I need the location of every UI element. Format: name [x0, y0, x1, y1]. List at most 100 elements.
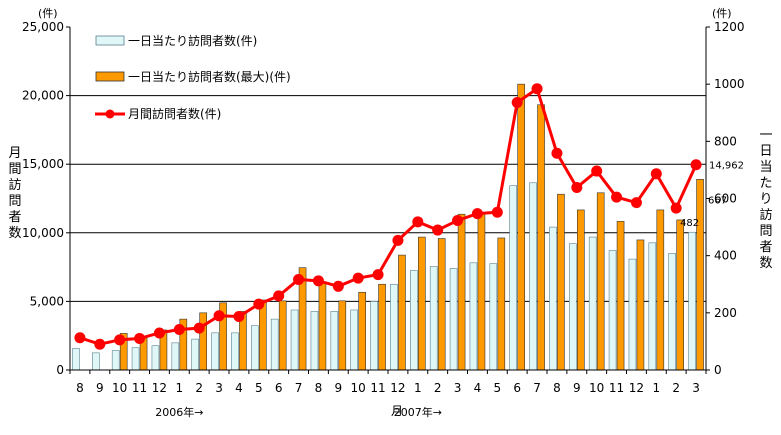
bar-daily-max-visitors	[477, 213, 486, 371]
x-tick-label: 3	[454, 381, 462, 395]
line-point-monthly-visitors	[273, 290, 285, 302]
bar-daily-visitors	[191, 338, 199, 371]
line-point-monthly-visitors	[293, 273, 305, 285]
bar-daily-max-visitors	[616, 221, 625, 371]
right-tick-label: 800	[714, 134, 737, 148]
x-tick-label: 1	[652, 381, 660, 395]
left-tick-label: 20,000	[22, 89, 64, 103]
line-point-monthly-visitors	[332, 280, 344, 292]
legend-label-monthly: 月間訪問者数(件)	[128, 106, 221, 121]
bar-daily-visitors	[688, 231, 696, 371]
x-tick-label: 2	[672, 381, 680, 395]
bar-daily-max-visitors	[278, 300, 287, 371]
line-point-monthly-visitors	[630, 197, 642, 209]
line-point-monthly-visitors	[670, 202, 682, 214]
line-point-monthly-visitors	[392, 234, 404, 246]
left-axis-label: 月間訪問者数	[8, 146, 22, 241]
legend-swatch-daily	[95, 35, 125, 46]
x-tick-label: 9	[334, 381, 342, 395]
x-tick-label: 3	[692, 381, 700, 395]
right-axis-label: 一日当たり訪問者数	[759, 128, 773, 271]
line-series	[74, 83, 702, 350]
bar-daily-max-visitors	[577, 209, 585, 371]
bar-daily-visitors	[489, 263, 498, 371]
legend-marker-monthly	[105, 109, 115, 119]
bar-daily-visitors	[370, 301, 378, 371]
bar-daily-max-visitors	[596, 192, 605, 371]
line-point-monthly-visitors	[471, 208, 483, 220]
x-tick-label: 12	[152, 381, 167, 395]
x-tick-label: 1	[414, 381, 422, 395]
annotation-monthly-last: 14,962	[709, 161, 744, 172]
x-tick-label: 12	[390, 381, 405, 395]
bar-daily-visitors	[151, 345, 160, 371]
line-point-monthly-visitors	[94, 338, 106, 350]
bar-daily-max-visitors	[497, 237, 506, 371]
x-tick-label: 10	[112, 381, 127, 395]
x-tick-label: 5	[493, 381, 501, 395]
x-tick-label: 2	[195, 381, 203, 395]
right-tick-label: 200	[714, 306, 737, 320]
x-tick-label: 11	[609, 381, 624, 395]
x-tick-label: 5	[255, 381, 263, 395]
bar-daily-visitors	[648, 242, 657, 371]
bar-daily-max-visitors	[517, 83, 525, 371]
x-tick-label: 4	[474, 381, 482, 395]
bar-daily-visitors	[588, 236, 597, 371]
x-axis-label: 月	[391, 404, 403, 418]
left-tick-label: 15,000	[22, 157, 64, 171]
axes: 0 5,000 10,000 15,000 20,000 25,000 0 200 400 600…	[22, 20, 745, 419]
x-tick-label: 8	[315, 381, 323, 395]
x-tick-label: 11	[132, 381, 147, 395]
bar-daily-visitors	[668, 253, 676, 371]
bar-daily-max-visitors	[537, 104, 545, 371]
line-point-monthly-visitors	[233, 310, 245, 322]
x-tick-label: 6	[275, 381, 283, 395]
x-tick-label: 9	[96, 381, 104, 395]
line-point-monthly-visitors	[412, 216, 424, 228]
bar-daily-visitors	[569, 243, 577, 371]
bar-daily-max-visitors	[318, 282, 327, 371]
line-point-monthly-visitors	[372, 269, 384, 281]
bar-daily-visitors	[509, 185, 517, 371]
year-label: 2007年→	[394, 405, 442, 419]
bars	[72, 83, 704, 371]
bar-daily-visitors	[111, 350, 120, 371]
x-tick-label: 11	[370, 381, 385, 395]
left-tick-label: 10,000	[22, 226, 64, 240]
x-tick-label: 7	[295, 381, 303, 395]
bar-daily-visitors	[171, 342, 180, 371]
legend-label-max: 一日当たり訪問者数(最大)(件)	[128, 69, 291, 84]
line-point-monthly-visitors	[531, 83, 543, 95]
bar-daily-max-visitors	[199, 312, 207, 371]
x-tick-label: 10	[589, 381, 604, 395]
legend: 一日当たり訪問者数(件) 一日当たり訪問者数(最大)(件) 月間訪問者数(件)	[95, 33, 291, 121]
bar-daily-visitors	[529, 182, 537, 371]
line-point-monthly-visitors	[511, 96, 523, 108]
line-point-monthly-visitors	[611, 191, 623, 203]
line-point-monthly-visitors	[690, 159, 702, 171]
bar-daily-visitors	[350, 309, 358, 371]
left-axis-unit: (件)	[38, 7, 58, 20]
bar-daily-max-visitors	[378, 283, 386, 371]
bar-daily-visitors	[410, 270, 418, 371]
bar-daily-visitors	[608, 250, 617, 371]
x-tick-label: 9	[573, 381, 581, 395]
year-label: 2006年→	[155, 405, 203, 419]
line-point-monthly-visitors	[74, 332, 86, 344]
right-tick-label: 1200	[714, 20, 745, 34]
left-tick-label: 0	[56, 363, 64, 377]
bar-daily-visitors	[628, 258, 637, 371]
bar-daily-visitors	[231, 332, 239, 371]
line-point-monthly-visitors	[253, 298, 265, 310]
bar-daily-max-visitors	[457, 213, 466, 371]
x-tick-label: 1	[175, 381, 183, 395]
line-point-monthly-visitors	[193, 322, 205, 334]
bar-daily-max-visitors	[398, 254, 406, 371]
line-point-monthly-visitors	[352, 272, 364, 284]
x-tick-label: 3	[215, 381, 223, 395]
line-point-monthly-visitors	[213, 310, 225, 322]
right-tick-label: 0	[714, 363, 722, 377]
bar-daily-visitors	[270, 318, 279, 371]
